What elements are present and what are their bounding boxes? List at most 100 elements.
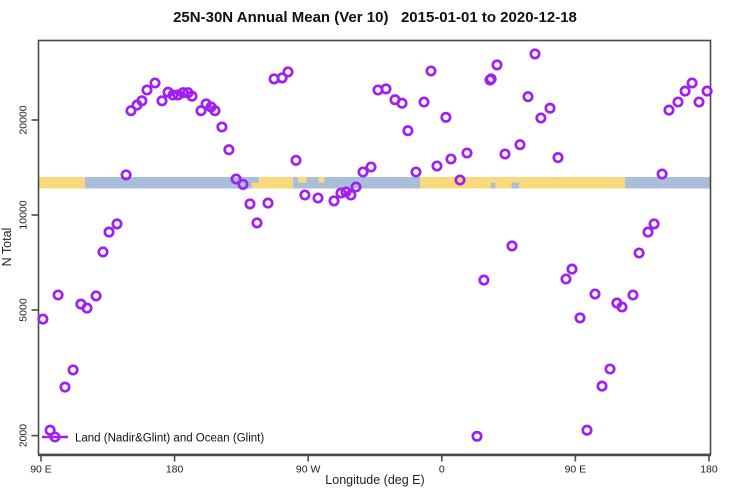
- data-point: [627, 289, 639, 301]
- data-point: [529, 48, 541, 60]
- data-point: [431, 160, 443, 172]
- data-point: [125, 105, 137, 117]
- data-point: [357, 166, 369, 178]
- data-point: [633, 247, 645, 259]
- data-point: [90, 290, 102, 302]
- data-point: [186, 90, 198, 102]
- data-point: [642, 226, 654, 238]
- data-point: [574, 312, 586, 324]
- y-axis-label: N Total: [0, 228, 14, 267]
- map-strip: [38, 177, 711, 189]
- data-point: [663, 104, 675, 116]
- data-point: [276, 72, 288, 84]
- data-point: [535, 112, 547, 124]
- x-tick-label: 180: [700, 464, 718, 476]
- data-point: [686, 77, 698, 89]
- data-point: [230, 173, 242, 185]
- y-tick-label: 2000: [18, 424, 30, 448]
- data-point: [59, 381, 71, 393]
- x-axis-label: Longitude (deg E): [325, 473, 424, 487]
- data-point: [111, 218, 123, 230]
- data-point: [237, 178, 249, 190]
- data-point: [195, 105, 207, 117]
- legend-label: Land (Nadir&Glint) and Ocean (Glint): [75, 433, 264, 445]
- map-strip-segment-land: [38, 177, 85, 189]
- data-point: [514, 139, 526, 151]
- data-point: [522, 91, 534, 103]
- data-point: [149, 77, 161, 89]
- data-point: [478, 274, 490, 286]
- legend-marker-icon: [49, 431, 61, 443]
- data-point: [499, 148, 511, 160]
- y-tick-label: 20000: [18, 105, 30, 134]
- data-point: [37, 313, 49, 325]
- data-point: [418, 96, 430, 108]
- y-tick-label: 5000: [18, 298, 30, 322]
- legend: Land (Nadir&Glint) and Ocean (Glint): [42, 431, 264, 445]
- data-point: [616, 301, 628, 313]
- data-point: [120, 169, 132, 181]
- axis-ticks: 90 E 180 90 W 0 90 E 180 2000 5000 10000 20000: [18, 105, 718, 475]
- data-point: [103, 226, 115, 238]
- data-point: [312, 192, 324, 204]
- data-point: [365, 161, 377, 173]
- map-strip-segment-ocean: [511, 182, 519, 189]
- data-point: [136, 95, 148, 107]
- data-point: [461, 147, 473, 159]
- data-point: [410, 166, 422, 178]
- data-point: [156, 95, 168, 107]
- data-point: [566, 263, 578, 275]
- map-strip-segment-land: [259, 177, 294, 189]
- x-tick-label: 0: [439, 464, 445, 476]
- x-tick-label: 180: [166, 464, 184, 476]
- data-point: [282, 66, 294, 78]
- data-point: [52, 289, 64, 301]
- data-point: [380, 83, 392, 95]
- data-point: [656, 168, 668, 180]
- map-strip-segment-land: [297, 177, 307, 183]
- data-point: [596, 380, 608, 392]
- data-point: [209, 105, 221, 117]
- data-point: [141, 84, 153, 96]
- map-strip-segment-ocean: [84, 177, 260, 189]
- data-point: [81, 302, 93, 314]
- data-point: [167, 89, 179, 101]
- data-point: [97, 246, 109, 258]
- map-strip-segment-land: [318, 177, 325, 183]
- data-point: [425, 65, 437, 77]
- data-point: [679, 85, 691, 97]
- data-point: [471, 430, 483, 442]
- data-point: [589, 288, 601, 300]
- data-point: [440, 111, 452, 123]
- data-point: [552, 152, 564, 164]
- x-tick-label: 90 W: [296, 464, 321, 476]
- data-point: [177, 87, 189, 99]
- x-tick-label: 90 E: [565, 464, 587, 476]
- data-point: [350, 181, 362, 193]
- data-point: [345, 189, 357, 201]
- y-tick-label: 10000: [18, 200, 30, 229]
- data-point: [581, 424, 593, 436]
- map-strip-segment-land: [251, 182, 261, 189]
- data-point: [335, 187, 347, 199]
- map-strip-segment-ocean: [624, 177, 711, 189]
- data-point: [648, 218, 660, 230]
- data-point: [223, 144, 235, 156]
- data-point: [251, 217, 263, 229]
- data-point: [485, 73, 497, 85]
- data-point: [328, 195, 340, 207]
- data-point: [491, 59, 503, 71]
- data-point: [672, 96, 684, 108]
- data-point: [299, 189, 311, 201]
- data-point: [262, 197, 274, 209]
- map-strip-segment-ocean: [490, 182, 496, 189]
- data-points: [37, 48, 713, 442]
- data-point: [445, 153, 457, 165]
- map-strip-segment-land: [419, 177, 625, 189]
- x-tick-label: 90 E: [30, 464, 52, 476]
- data-point: [506, 240, 518, 252]
- data-point: [216, 121, 228, 133]
- data-point: [244, 198, 256, 210]
